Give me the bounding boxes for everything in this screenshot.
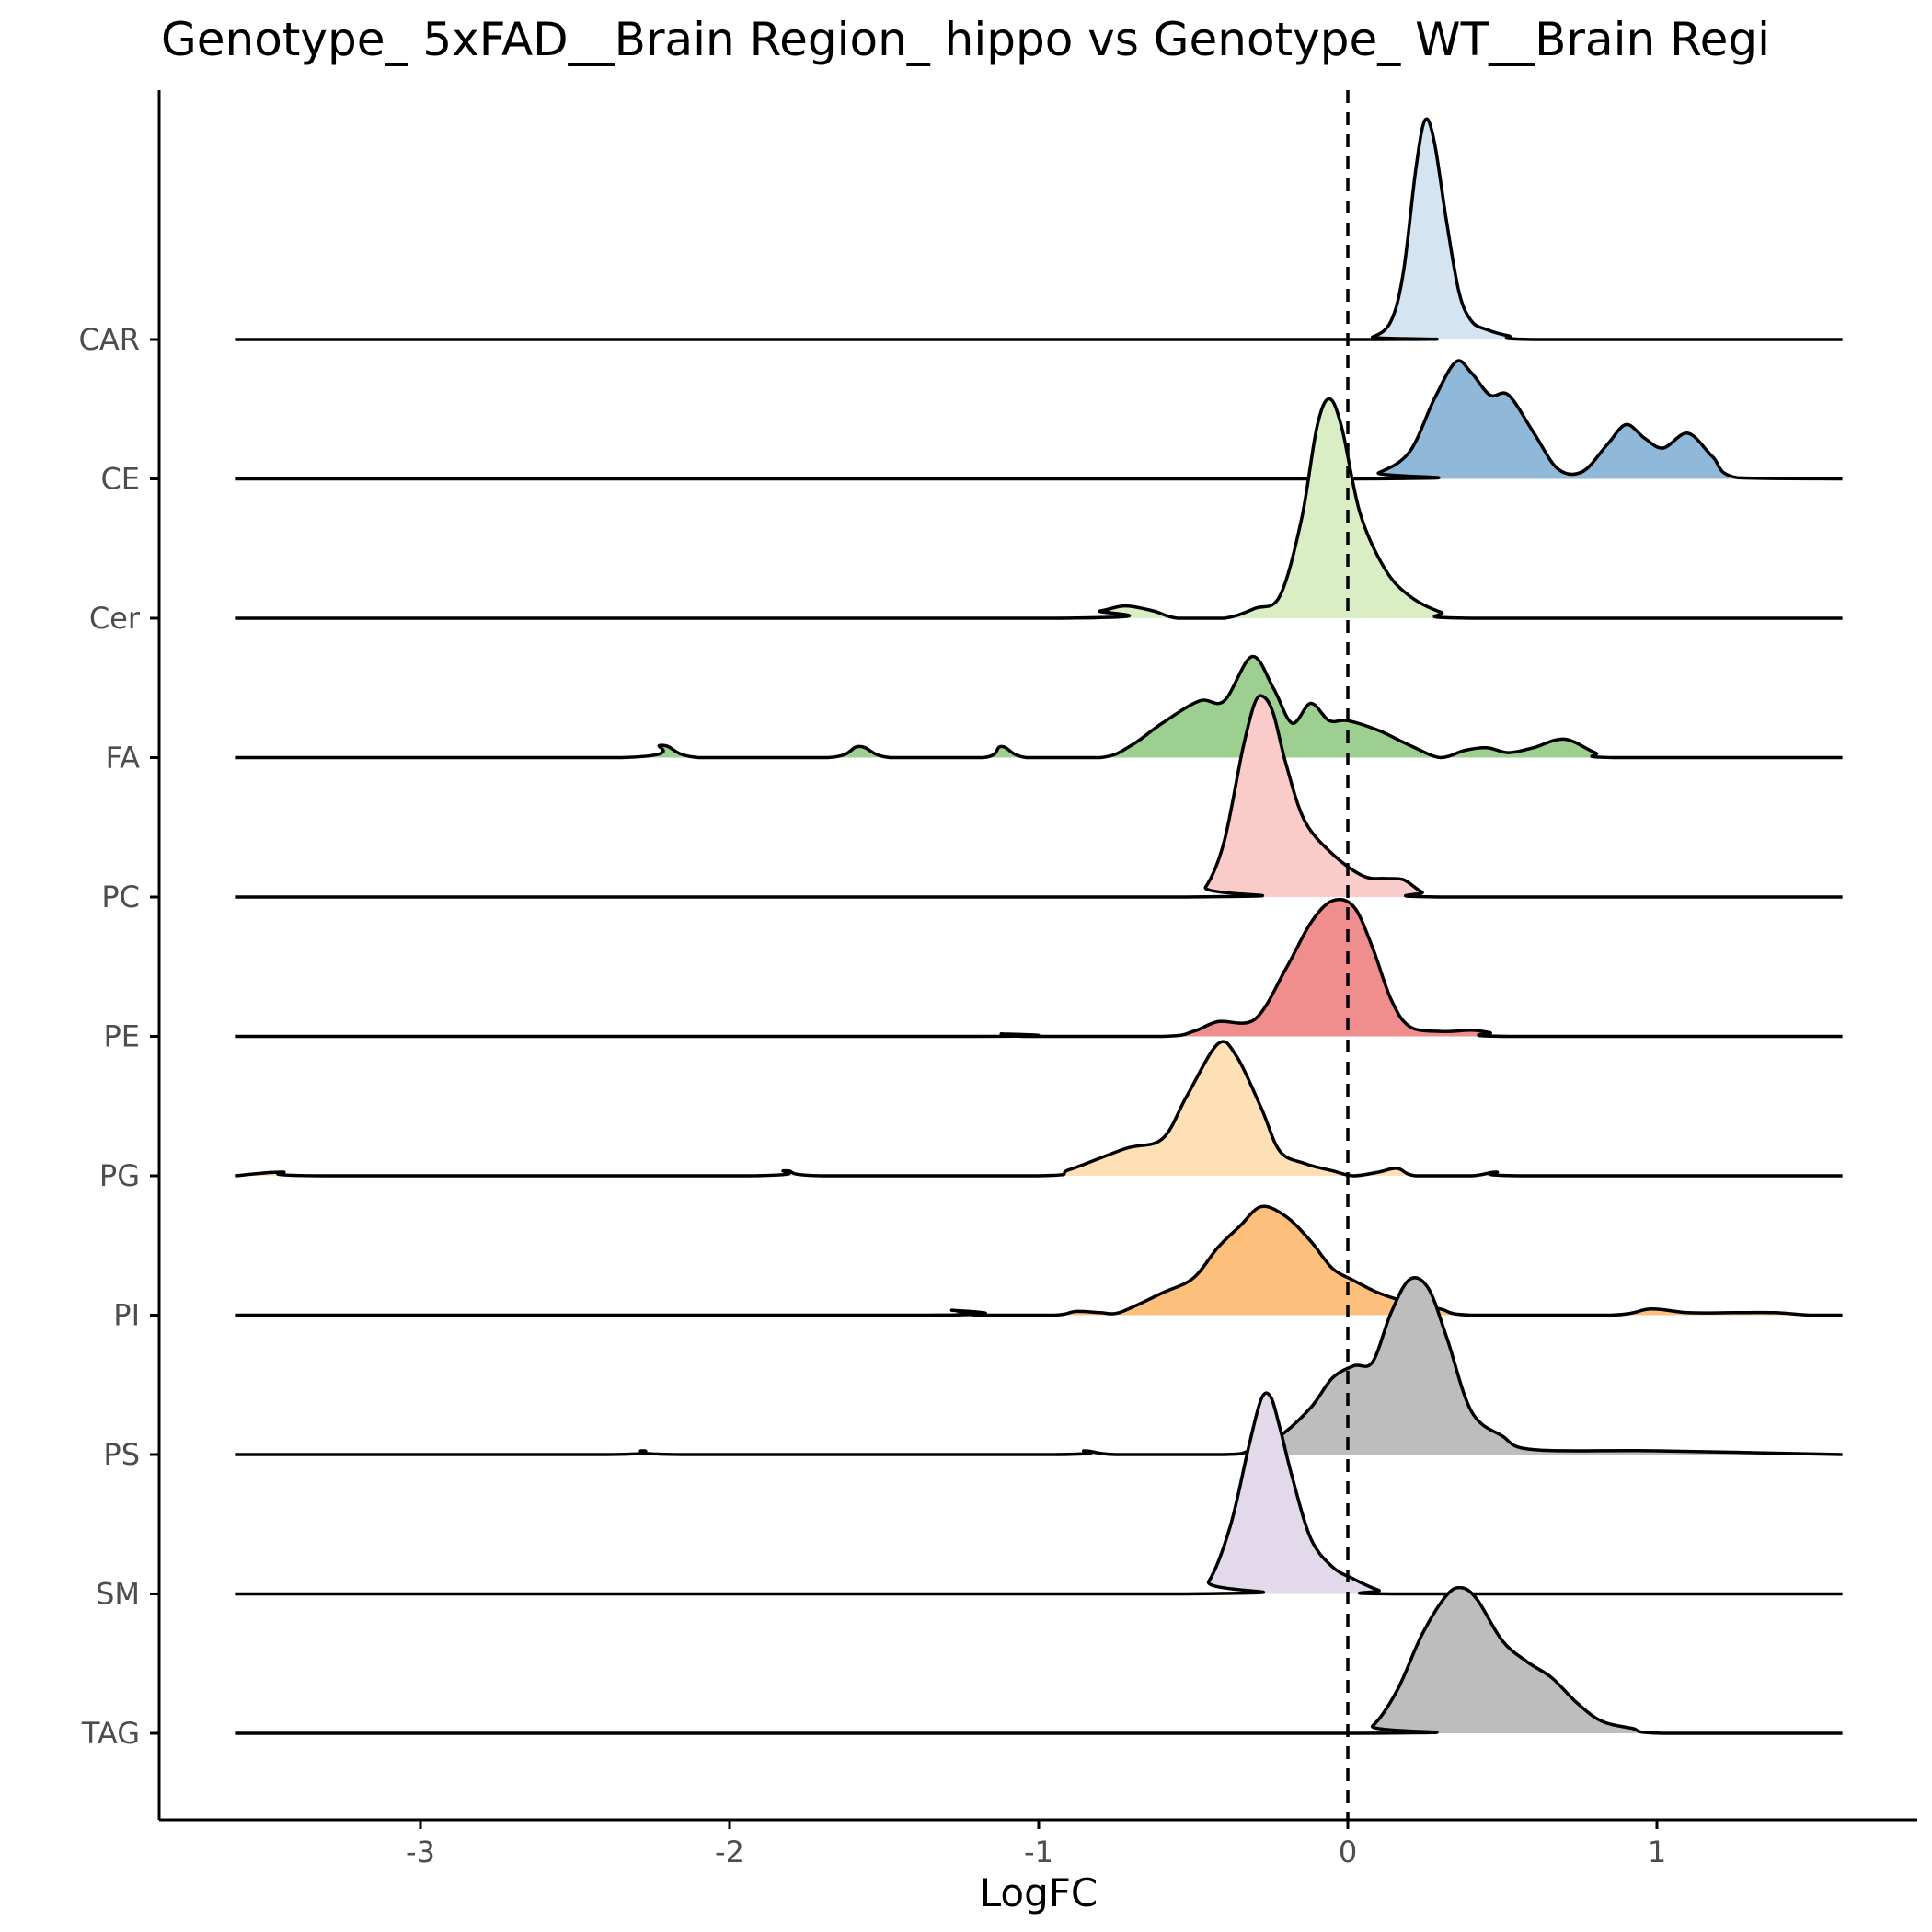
ridge-fill-pi	[235, 1206, 1843, 1316]
ridge-line-fa	[235, 654, 1843, 760]
y-tick-label: FA	[106, 741, 140, 776]
ridge-fill-fa	[235, 656, 1843, 758]
y-ticks-group: CAR CE Cer FA PC PE PG PI PS SM TAG	[79, 322, 159, 1751]
ridge-line-car	[235, 117, 1843, 341]
x-tick-label: 0	[1339, 1834, 1357, 1869]
y-tick-label: PE	[103, 1019, 140, 1054]
y-tick-label: SM	[96, 1577, 140, 1612]
ridge-fill-sm	[235, 1393, 1843, 1594]
x-tick-label: -3	[406, 1834, 435, 1869]
y-tick-label: CE	[100, 462, 140, 497]
x-tick-label: -1	[1024, 1834, 1053, 1869]
y-tick-label: CAR	[79, 322, 140, 357]
y-tick-label: Cer	[89, 601, 141, 636]
ridge-fill-pc	[235, 696, 1843, 897]
ridge-line-pi	[235, 1204, 1843, 1317]
y-tick-label: PC	[101, 880, 140, 914]
ridge-fill-ce	[235, 361, 1843, 479]
ridge-line-pg	[235, 1040, 1843, 1178]
ridge-fill-ps	[235, 1277, 1843, 1455]
ridge-line-pc	[235, 694, 1843, 899]
ridge-line-ps	[235, 1276, 1843, 1456]
ridge-fill-car	[235, 119, 1843, 339]
x-tick-label: -2	[715, 1834, 744, 1869]
ridge-line-pe	[235, 897, 1843, 1039]
ridge-fill-pe	[235, 899, 1843, 1037]
ridge-line-sm	[235, 1391, 1843, 1596]
y-tick-label: PS	[103, 1437, 140, 1472]
ridges-group	[235, 117, 1843, 1735]
x-tick-label: 1	[1648, 1834, 1666, 1869]
ridge-fill-pg	[235, 1041, 1843, 1176]
ridge-line-tag	[235, 1585, 1843, 1735]
ridge-line-cer	[235, 397, 1843, 620]
y-tick-label: PI	[113, 1298, 140, 1333]
ridge-line-ce	[235, 359, 1843, 481]
y-tick-label: PG	[99, 1158, 140, 1193]
ridge-fill-cer	[235, 398, 1843, 618]
y-tick-label: TAG	[81, 1716, 140, 1751]
ridge-fill-tag	[235, 1587, 1843, 1733]
x-axis-label: LogFC	[980, 1870, 1098, 1915]
x-ticks-group: -3 -2 -1 0 1	[406, 1820, 1666, 1869]
chart-title: Genotype_ 5xFAD__Brain Region_ hippo vs …	[161, 13, 1770, 66]
